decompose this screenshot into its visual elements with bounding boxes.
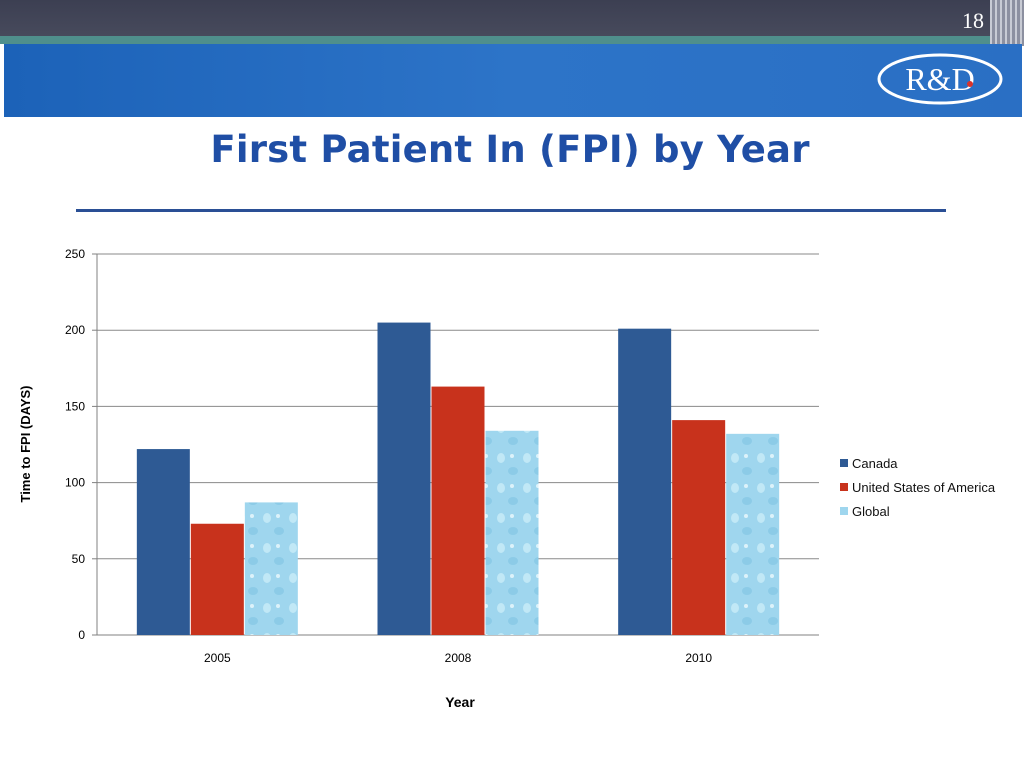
y-tick-label: 200 — [65, 323, 85, 337]
y-axis-label: Time to FPI (DAYS) — [18, 385, 33, 502]
chart-legend: Canada United States of America Global — [840, 451, 995, 523]
x-axis-label: Year — [445, 694, 475, 710]
legend-label-canada: Canada — [852, 455, 898, 471]
top-bar — [0, 0, 1024, 36]
logo-text: R&D — [905, 61, 974, 97]
legend-item-usa: United States of America — [840, 475, 995, 499]
corner-stripes — [990, 0, 1024, 46]
slide-title: First Patient In (FPI) by Year — [210, 128, 810, 171]
accent-bar — [0, 36, 1024, 44]
x-tick-label: 2010 — [685, 651, 712, 665]
bar-canada-2008 — [377, 322, 431, 635]
rd-logo: R&D — [877, 53, 1003, 105]
y-tick-label: 100 — [65, 476, 85, 490]
bar-global-2010 — [726, 433, 780, 635]
legend-swatch-usa — [840, 483, 848, 491]
bar-global-2005 — [244, 502, 298, 635]
bar-global-2008 — [485, 430, 539, 635]
legend-item-canada: Canada — [840, 451, 995, 475]
title-divider — [76, 209, 946, 212]
legend-swatch-canada — [840, 459, 848, 467]
x-tick-label: 2008 — [445, 651, 472, 665]
legend-item-global: Global — [840, 499, 995, 523]
y-tick-label: 50 — [72, 552, 86, 566]
y-tick-label: 150 — [65, 399, 85, 413]
legend-label-usa: United States of America — [852, 479, 996, 495]
y-tick-label: 0 — [78, 628, 85, 642]
y-tick-label: 250 — [65, 247, 85, 261]
bar-usa-2005 — [190, 523, 244, 635]
slide-number: 18 — [962, 8, 984, 33]
header-banner — [4, 44, 1022, 117]
bar-usa-2008 — [431, 386, 485, 635]
bar-canada-2005 — [136, 449, 190, 635]
legend-swatch-global — [840, 507, 848, 515]
bar-usa-2010 — [672, 420, 726, 635]
x-tick-label: 2005 — [204, 651, 231, 665]
legend-label-global: Global — [852, 503, 890, 519]
bar-canada-2010 — [618, 328, 672, 635]
